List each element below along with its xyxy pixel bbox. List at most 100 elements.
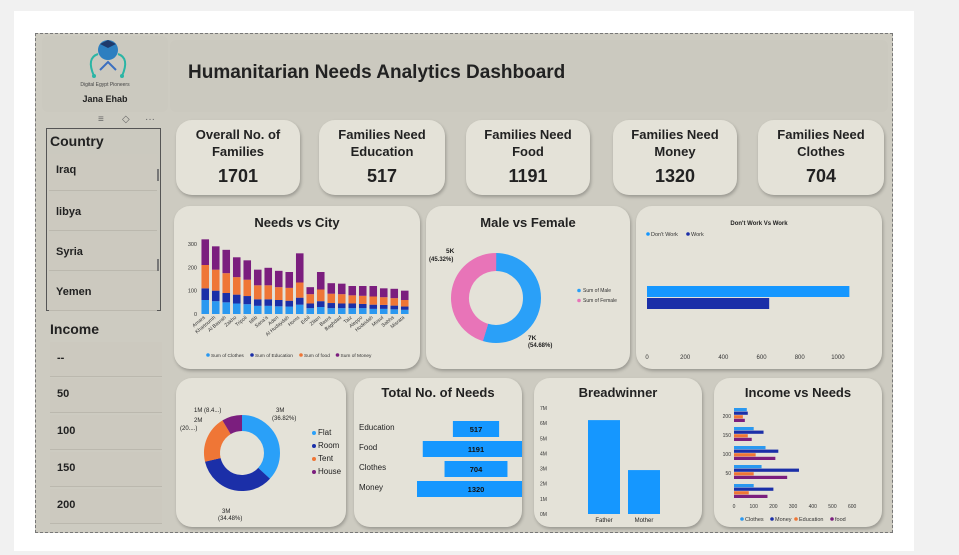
y-tick-label: Education (359, 423, 395, 432)
bar-segment (264, 285, 273, 300)
bar-segment (390, 305, 399, 310)
page-title: Humanitarian Needs Analytics Dashboard (188, 62, 566, 83)
bar-segment (306, 303, 315, 309)
slicer-item-income[interactable]: 200 (50, 489, 162, 523)
slicer-item-label: 100 (57, 425, 76, 437)
x-tick-label: 300 (789, 504, 798, 510)
y-tick-label: 0 (194, 312, 197, 318)
country-slicer-title: Country (50, 133, 104, 149)
donut-slice (204, 415, 280, 491)
income-vs-needs-chart: 0 100 200 300 400 500 600 200 150 100 50 Clothes Mon… (723, 408, 857, 523)
bar-segment (201, 288, 210, 300)
kpi-label: Families Need (777, 127, 865, 142)
legend-label: Money (775, 517, 792, 523)
dashboard: Digital Egypt Pioneers Jana Ehab Humanit… (35, 33, 893, 533)
bar-segment (201, 239, 210, 265)
slicer-item-label: 50 (57, 388, 70, 400)
legend-marker (770, 517, 774, 521)
bar (734, 434, 748, 438)
bar-segment (232, 303, 241, 314)
bar-segment (390, 309, 399, 314)
bar-segment (264, 299, 273, 306)
slicer-scrollbar[interactable] (156, 169, 159, 309)
bar-segment (274, 287, 283, 300)
bar-segment (253, 305, 262, 314)
bar-segment (253, 285, 262, 300)
bar (734, 465, 762, 469)
slicer-item-label: -- (57, 352, 65, 364)
bar (734, 491, 749, 495)
y-tick-label: Clothes (359, 463, 386, 472)
more-options-icon[interactable]: ··· (145, 114, 155, 125)
bar-segment (369, 304, 378, 309)
legend-label: Work (691, 232, 704, 238)
x-tick-label: 100 (750, 504, 759, 510)
slicer-item-yemen[interactable]: Yemen (49, 274, 157, 310)
kpi-label: Money (654, 144, 696, 159)
bar-segment (379, 308, 388, 314)
bar (734, 494, 768, 498)
slicer-item-income[interactable]: 150 (50, 452, 162, 486)
bar (734, 468, 799, 472)
slicer-item-syria[interactable]: Syria (49, 234, 157, 270)
slicer-item-iraq[interactable]: Iraq (49, 154, 157, 190)
y-tick-label: Food (359, 443, 377, 452)
kpi-value: 704 (805, 166, 837, 186)
logo-tile: Digital Egypt Pioneers Jana Ehab (42, 36, 168, 112)
legend-marker (794, 517, 798, 521)
bar-segment (243, 260, 252, 280)
total-needs-panel: Total No. of Needs Education 517 Food 1191 C… (354, 378, 522, 527)
bar-segment (201, 300, 210, 314)
y-tick-label: 3M (540, 467, 547, 473)
data-label: 517 (470, 425, 483, 434)
bar-segment (222, 302, 231, 314)
slicer-item-label: Syria (56, 246, 83, 258)
legend-label: Sum of Clothes (211, 353, 244, 359)
bar-segment (211, 290, 220, 302)
bar-segment (285, 272, 294, 288)
x-tick-label: Tripoli (234, 315, 248, 328)
bar-segment (243, 304, 252, 314)
bar-segment (369, 296, 378, 305)
bar-segment (316, 301, 325, 307)
slicer-item-label: 200 (57, 499, 76, 511)
needs-vs-city-panel: Needs vs City 0 100 200 300 Amara Khartoumh Al… (174, 206, 420, 369)
kpi-label: Clothes (797, 144, 845, 159)
bar (734, 475, 788, 479)
slicer-item-libya[interactable]: libya (49, 194, 157, 230)
legend-marker (335, 353, 340, 357)
bar-segment (400, 306, 409, 310)
legend-label: Sum of Money (341, 353, 373, 359)
work-chart: 0 200 400 600 800 1000 Don't Work Work (645, 232, 850, 361)
bar (588, 420, 620, 514)
data-label: 1191 (468, 445, 484, 454)
legend-marker (312, 444, 316, 448)
y-tick-label: 100 (723, 452, 732, 458)
bar-segment (390, 288, 399, 299)
total-needs-chart: Education 517 Food 1191 Clothes 704 Money 1320 (359, 421, 522, 497)
y-tick-label: 200 (188, 265, 197, 271)
eraser-icon[interactable]: ◇ (122, 114, 130, 125)
kpi-card-education: Families Need Education 517 (319, 120, 445, 195)
slicer-item-income[interactable]: 100 (50, 415, 162, 449)
filter-icon[interactable]: ≡ (98, 114, 104, 125)
legend-label: Tent (318, 454, 334, 463)
bar-segment (264, 305, 273, 314)
bar-segment (400, 300, 409, 307)
bar-segment (253, 299, 262, 306)
data-label: (45.32%) (429, 257, 453, 263)
slicer-item-income[interactable]: 50 (50, 378, 162, 412)
x-tick-label: Erbil (300, 315, 312, 326)
data-label: 1M (8.4...) (194, 408, 221, 414)
slicer-item-label: Iraq (56, 164, 77, 176)
slicer-item-income[interactable]: -- (50, 342, 162, 376)
y-tick-label: 150 (723, 433, 732, 439)
bar-segment (243, 296, 252, 305)
legend-marker (686, 232, 690, 236)
slicer-item-label: 150 (57, 462, 76, 474)
y-tick-label: Money (359, 483, 383, 492)
data-label: (36.82%) (272, 416, 296, 422)
x-tick-label: Mother (635, 518, 654, 524)
